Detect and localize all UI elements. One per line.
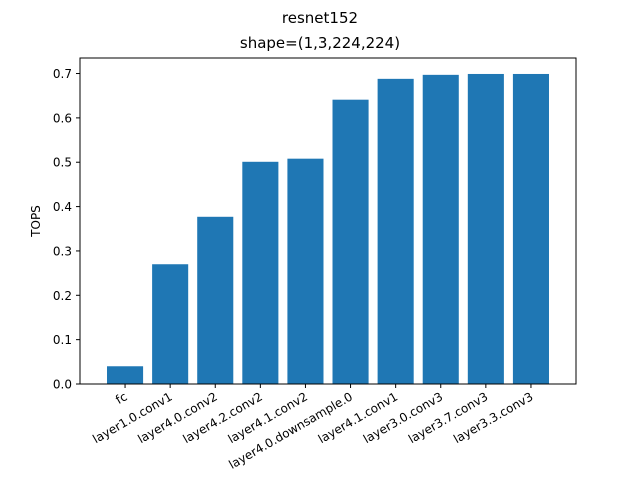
y-tick-label-5: 0.5 [53,156,72,170]
plot-frame [79,57,577,385]
y-axis-label: TOPS [29,205,43,238]
x-axis: fclayer1.0.conv1layer4.0.conv2layer4.2.c… [90,384,535,472]
y-tick-label-4: 0.4 [53,200,72,214]
bar-6 [377,78,414,384]
chart-subtitle: shape=(1,3,224,224) [240,34,400,52]
bar-4 [287,158,324,384]
bar-0 [107,366,144,384]
bar-1 [152,264,189,384]
bar-5 [332,99,369,384]
bar-2 [197,216,234,384]
x-tick-label-0: fc [113,389,129,407]
x-tick-label-9: layer3.3.conv3 [451,389,535,446]
bar-8 [467,73,504,384]
bar-3 [242,161,279,384]
y-tick-label-7: 0.7 [53,67,72,81]
bar-9 [512,73,549,384]
bar-7 [422,74,459,384]
y-tick-label-2: 0.2 [53,289,72,303]
y-tick-label-0: 0.0 [53,378,72,392]
y-axis: 0.0 0.1 0.2 0.3 0.4 0.5 0.6 0.7 [53,67,80,392]
bars-group [107,73,549,384]
y-tick-label-3: 0.3 [53,244,72,258]
y-tick-label-1: 0.1 [53,333,72,347]
y-tick-label-6: 0.6 [53,111,72,125]
chart-title: resnet152 [282,9,358,27]
